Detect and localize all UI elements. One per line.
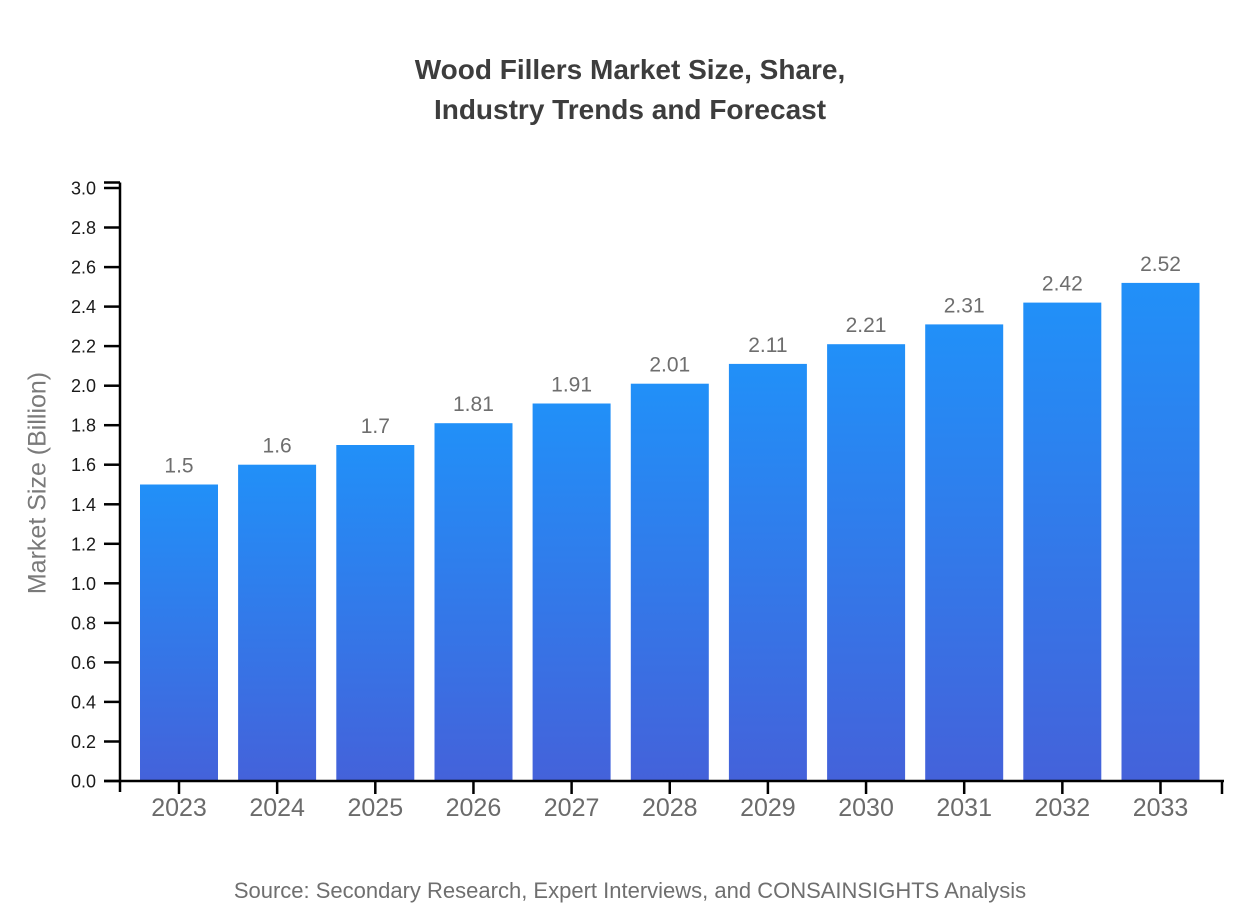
bar-2024 (238, 464, 317, 781)
y-tick-label: 0.4 (71, 692, 96, 712)
x-tick-label: 2029 (740, 794, 796, 822)
y-tick-label: 1.6 (71, 455, 96, 475)
y-tick-label: 0.0 (71, 772, 96, 792)
y-tick-label: 2.4 (71, 297, 96, 317)
bar-2027 (532, 403, 611, 781)
x-tick-label: 2024 (249, 794, 305, 822)
y-tick-label: 0.6 (71, 653, 96, 673)
bar-value-label: 2.52 (1140, 253, 1181, 276)
x-tick-label: 2030 (838, 794, 894, 822)
chart-title: Wood Fillers Market Size, Share, Industr… (414, 54, 846, 125)
y-tick-label: 1.2 (71, 534, 96, 554)
y-tick-label: 2.2 (71, 337, 96, 357)
source-attribution: Source: Secondary Research, Expert Inter… (233, 878, 1027, 903)
bar-value-label: 1.7 (361, 415, 390, 438)
bar-value-label: 1.91 (551, 374, 592, 397)
bar-value-label: 2.11 (748, 334, 787, 357)
y-tick-label: 2.6 (71, 258, 96, 278)
bar-2031 (925, 324, 1004, 781)
bar-value-label: 2.01 (649, 354, 690, 377)
x-tick-label: 2023 (151, 794, 207, 822)
bar-value-label: 1.6 (263, 435, 292, 458)
bar-2032 (1023, 302, 1102, 781)
y-tick-label: 0.2 (71, 732, 96, 752)
y-tick-label: 2.0 (71, 376, 96, 396)
y-tick-label: 2.8 (71, 218, 96, 238)
bar-2025 (336, 445, 415, 781)
y-tick-label: 0.8 (71, 613, 96, 633)
bar-value-label: 1.5 (164, 455, 193, 478)
x-tick-label: 2028 (642, 794, 698, 822)
bar-value-label: 2.42 (1042, 273, 1083, 296)
x-tick-label: 2027 (544, 794, 600, 822)
y-tick-label: 1.8 (71, 416, 96, 436)
bar-value-label: 1.81 (453, 393, 494, 416)
x-tick-label: 2031 (936, 794, 992, 822)
bar-2023 (140, 484, 218, 781)
y-tick-label: 1.0 (71, 574, 96, 594)
bar-2026 (434, 423, 513, 781)
x-tick-label: 2025 (347, 794, 403, 822)
bar-2028 (630, 383, 709, 781)
x-tick-label: 2033 (1133, 794, 1189, 822)
bar-2029 (728, 363, 807, 781)
x-tick-label: 2026 (446, 794, 502, 822)
bar-2033 (1121, 282, 1200, 781)
bar-2030 (827, 344, 906, 781)
bar-value-label: 2.31 (944, 294, 985, 317)
y-tick-label: 3.0 (71, 179, 96, 199)
x-tick-label: 2032 (1035, 794, 1091, 822)
y-tick-label: 1.4 (71, 495, 96, 515)
bar-value-label: 2.21 (846, 314, 887, 337)
